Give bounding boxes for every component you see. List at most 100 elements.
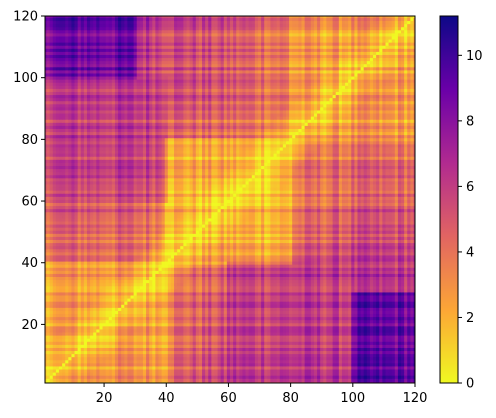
heatmap-cell [242,285,246,290]
heatmap-cell [124,276,128,281]
heatmap-cell [130,335,135,339]
heatmap-cell [357,378,361,382]
heatmap-cell [351,347,355,352]
heatmap-cell [83,353,88,358]
heatmap-cell [410,356,414,361]
heatmap-cell [58,255,63,259]
heatmap-cell [161,344,166,348]
heatmap-cell [124,359,128,364]
heatmap-cell [301,375,306,379]
heatmap-cell [242,310,246,315]
heatmap-cell [254,267,259,271]
heatmap-cell [397,270,402,274]
heatmap-cell [295,372,299,376]
heatmap-cell [170,350,175,355]
heatmap-cell [264,353,268,358]
heatmap-cell [186,307,190,311]
heatmap-cell [223,255,228,259]
heatmap-cell [164,350,169,355]
heatmap-cell [133,304,138,308]
heatmap-cell [338,332,343,336]
heatmap-cell [373,270,377,274]
heatmap-cell [401,307,405,311]
heatmap-cell [351,319,355,324]
heatmap-cell [124,273,128,278]
heatmap-cell [58,292,63,296]
heatmap-cell [146,335,150,339]
heatmap-cell [363,270,368,274]
heatmap-cell [152,255,156,259]
heatmap-cell [379,279,383,284]
heatmap-cell [46,298,51,302]
heatmap-cell [338,325,343,330]
heatmap-cell [102,319,107,324]
heatmap-cell [155,322,159,327]
heatmap-cell [180,298,184,302]
heatmap-cell [254,313,259,318]
heatmap-cell [111,381,116,384]
heatmap-cell [45,322,47,327]
heatmap-cell [124,316,128,321]
heatmap-cell [304,329,309,333]
heatmap-cell [226,304,231,308]
heatmap-cell [385,282,389,287]
heatmap-cell [298,319,302,324]
heatmap-cell [118,329,122,333]
heatmap-cell [202,285,206,290]
heatmap-cell [211,310,215,315]
heatmap-cell [121,279,125,284]
heatmap-cell [111,255,116,259]
heatmap-cell [326,319,330,324]
heatmap-cell [192,273,197,278]
heatmap-cell [105,362,110,367]
heatmap-cell [233,270,237,274]
heatmap-cell [276,258,281,262]
heatmap-cell [208,295,212,299]
heatmap-cell [320,316,324,321]
heatmap-cell [257,366,262,370]
heatmap-cell [313,372,318,376]
heatmap-cell [233,322,237,327]
heatmap-cell [149,325,153,330]
heatmap-cell [55,338,60,342]
heatmap-cell [248,298,253,302]
heatmap-cell [245,338,250,342]
heatmap-cell [83,270,88,274]
heatmap-cell [394,310,399,315]
heatmap-cell [174,270,178,274]
heatmap-cell [220,295,225,299]
heatmap-cell [62,301,66,305]
heatmap-cell [46,319,51,324]
heatmap-cell [357,341,361,345]
heatmap-cell [320,279,324,284]
heatmap-cell [223,366,228,370]
heatmap-cell [397,366,402,370]
heatmap-cell [304,335,309,339]
heatmap-cell [195,273,200,278]
heatmap-cell [58,295,63,299]
heatmap-cell [388,381,393,384]
heatmap-cell [167,338,172,342]
heatmap-cell [77,295,82,299]
heatmap-cell [102,316,107,321]
heatmap-cell [301,329,306,333]
heatmap-cell [149,307,153,311]
heatmap-cell [407,359,411,364]
heatmap-cell [127,267,131,271]
heatmap-cell [251,276,256,281]
heatmap-cell [366,273,371,278]
heatmap-cell [71,335,75,339]
heatmap-cell [382,369,386,373]
heatmap-cell [394,301,399,305]
heatmap-cell [276,304,281,308]
heatmap-cell [369,285,374,290]
heatmap-cell [71,338,75,342]
heatmap-cell [363,356,368,361]
heatmap-cell [413,316,416,321]
heatmap-cell [177,322,181,327]
heatmap-cell [323,313,327,318]
heatmap-cell [74,267,79,271]
heatmap-cell [320,313,324,318]
heatmap-cell [307,295,312,299]
heatmap-cell [161,356,166,361]
